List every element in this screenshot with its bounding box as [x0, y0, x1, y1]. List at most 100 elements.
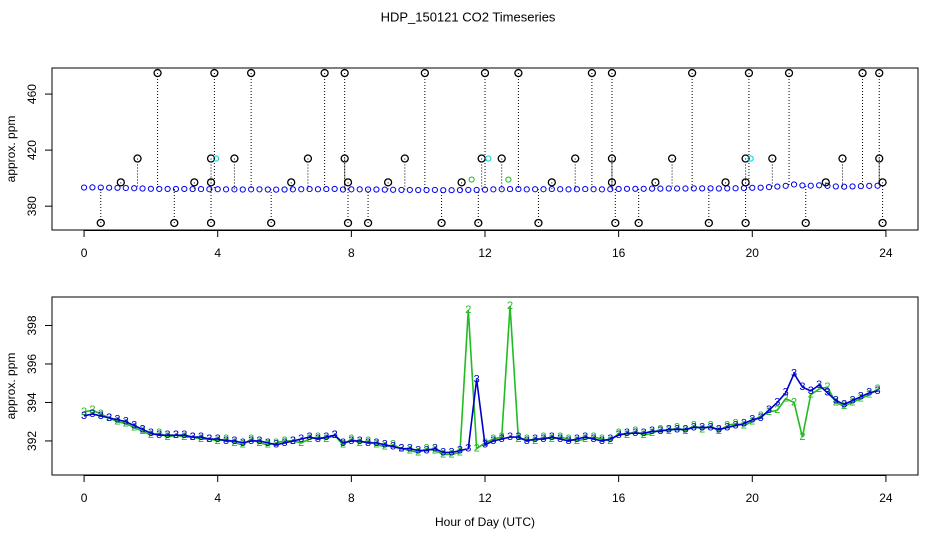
point-marker: 3: [156, 429, 162, 441]
point-marker: 3: [290, 435, 296, 447]
point-marker: 2: [423, 443, 429, 455]
point: [212, 155, 220, 162]
point-marker: 3: [499, 433, 505, 445]
point-marker: 2: [824, 381, 830, 393]
point-marker: 3: [348, 435, 354, 447]
point: [747, 155, 754, 162]
y-axis-label: approx. ppm: [4, 116, 18, 183]
point: [465, 186, 472, 194]
point-marker: 2: [81, 406, 87, 418]
point: [189, 185, 196, 193]
point: [587, 68, 597, 78]
point-marker: 2: [298, 437, 304, 449]
point-marker: 3: [256, 435, 262, 447]
point-marker: 3: [365, 437, 371, 449]
point: [406, 186, 413, 194]
point-marker: 2: [716, 425, 722, 437]
point: [523, 186, 530, 193]
point-marker: 2: [691, 419, 697, 431]
point-marker: 2: [582, 433, 588, 445]
point-marker: 2: [265, 439, 271, 451]
point-marker: 2: [799, 431, 805, 443]
point: [172, 185, 180, 193]
point: [490, 186, 497, 193]
point-marker: 3: [307, 431, 313, 443]
point: [381, 186, 388, 193]
point-marker: 3: [749, 414, 755, 426]
point-marker: 2: [758, 410, 764, 422]
point: [532, 186, 539, 193]
point-marker: 2: [549, 433, 555, 445]
point-marker: 2: [240, 439, 246, 451]
point-marker: 3: [215, 433, 221, 445]
point: [210, 68, 219, 78]
point-marker: 3: [173, 429, 179, 441]
point-marker: 3: [139, 423, 145, 435]
point: [131, 185, 138, 192]
point: [651, 178, 660, 187]
point-marker: 2: [624, 429, 630, 441]
point-marker: 3: [574, 433, 580, 445]
point-marker: 3: [398, 443, 404, 455]
point-marker: 3: [190, 431, 196, 443]
point-marker: 2: [657, 423, 663, 435]
point-marker: 2: [365, 435, 371, 447]
point: [197, 185, 205, 193]
point: [598, 186, 606, 193]
point: [485, 155, 492, 162]
point: [875, 68, 884, 78]
point: [878, 218, 887, 228]
point: [303, 154, 313, 163]
point-marker: 2: [323, 433, 329, 445]
point-marker: 2: [281, 435, 287, 447]
point-marker: 3: [875, 385, 881, 397]
point: [320, 68, 329, 78]
point-marker: 2: [373, 439, 379, 451]
point-marker: 3: [591, 433, 597, 445]
point-marker: 3: [733, 419, 739, 431]
point-marker: 3: [423, 444, 429, 456]
point: [323, 185, 330, 193]
point-marker: 2: [766, 406, 772, 418]
point-marker: 3: [816, 379, 822, 391]
point-marker: 2: [432, 444, 438, 456]
point-marker: 3: [390, 441, 396, 453]
point: [190, 178, 199, 187]
point: [423, 186, 430, 194]
point-marker: 2: [591, 431, 597, 443]
point: [415, 186, 422, 194]
point: [838, 154, 847, 163]
point: [506, 185, 514, 193]
point-marker: 3: [273, 439, 279, 451]
x-tick-label: 4: [214, 246, 221, 260]
point: [704, 218, 714, 228]
x-tick-label: 16: [612, 491, 626, 505]
y-tick-label: 392: [25, 431, 39, 451]
y-tick-label: 398: [25, 315, 39, 335]
x-tick-label: 20: [746, 491, 760, 505]
point-marker: 2: [348, 433, 354, 445]
point: [640, 185, 647, 192]
point: [398, 186, 405, 194]
point: [687, 68, 697, 78]
point: [116, 178, 125, 187]
point-marker: 3: [457, 444, 463, 456]
point: [821, 178, 830, 187]
point: [222, 186, 230, 193]
point: [356, 186, 363, 193]
point-marker: 2: [858, 393, 864, 405]
point-marker: 3: [165, 429, 171, 441]
point-marker: 2: [499, 431, 505, 443]
point: [667, 154, 677, 163]
point-marker: 2: [666, 425, 672, 437]
x-tick-label: 24: [879, 491, 893, 505]
point: [690, 185, 697, 192]
point: [267, 218, 276, 228]
point: [732, 185, 739, 192]
point: [816, 182, 823, 189]
point-marker: 3: [123, 416, 129, 428]
point-marker: 3: [357, 435, 363, 447]
point: [348, 186, 355, 193]
point: [741, 178, 750, 187]
y-tick-label: 380: [25, 196, 39, 216]
